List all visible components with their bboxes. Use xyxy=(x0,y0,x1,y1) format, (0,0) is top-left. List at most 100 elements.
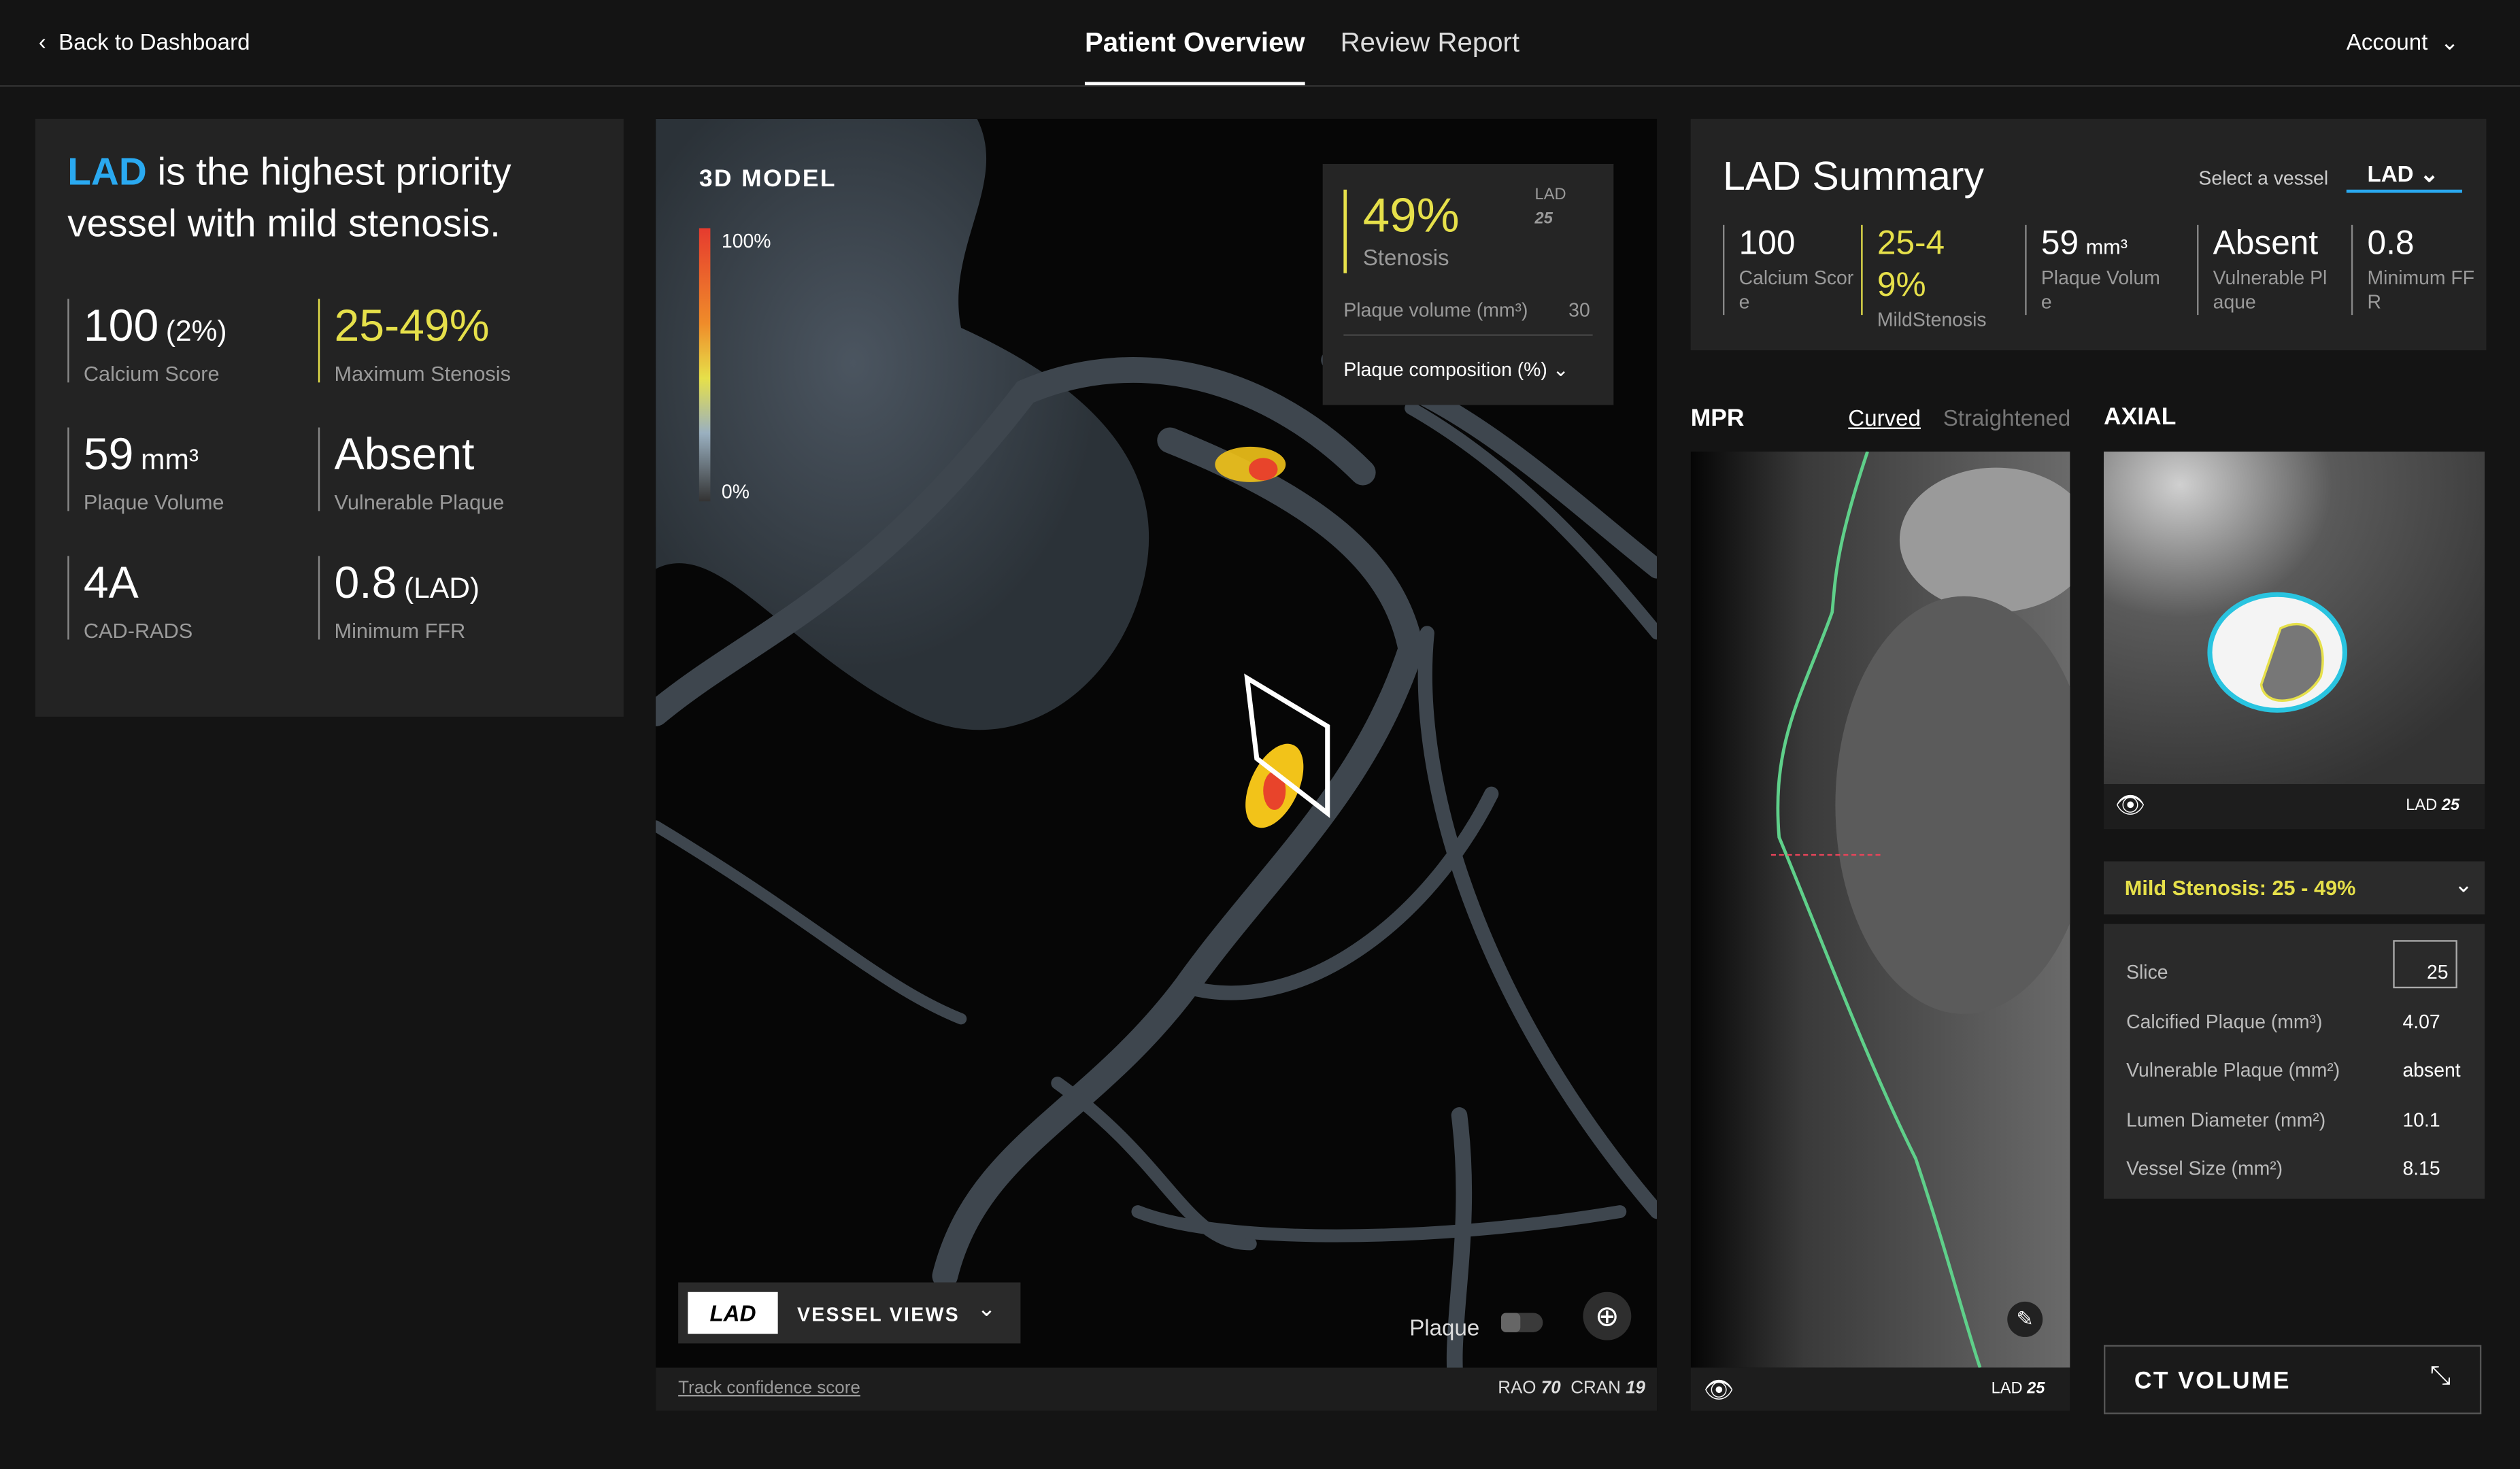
detail-label: Lumen Diameter (mm²) xyxy=(2126,1108,2326,1131)
back-link[interactable]: ‹ Back to Dashboard xyxy=(38,29,250,55)
divider xyxy=(1343,334,1593,336)
rao-value: 70 xyxy=(1541,1379,1561,1398)
mpr-tab[interactable]: Straightened xyxy=(1943,405,2071,431)
ct-volume-button[interactable]: CT VOLUME ⤡ xyxy=(2104,1345,2482,1415)
chevron: ⌄ xyxy=(977,1295,996,1321)
detail-label: Vulnerable Plaque (mm²) xyxy=(2126,1059,2340,1082)
top-nav xyxy=(0,0,2520,87)
summary-title: LAD Summary xyxy=(1723,154,1985,199)
stenosis-dropdown-text: Mild Stenosis: 25 - 49% xyxy=(2124,875,2356,900)
detail-value: 8.15 xyxy=(2402,1157,2440,1180)
metric-label: Plaque Volume xyxy=(83,490,224,515)
scale-bottom: 0% xyxy=(721,480,750,503)
cran-label: CRAN xyxy=(1570,1379,1621,1398)
recenter-button[interactable]: ⊕ xyxy=(1583,1291,1632,1340)
mpr-tab[interactable]: Curved xyxy=(1848,405,1921,431)
mpr-title: MPR xyxy=(1690,405,1745,433)
composition-dropdown[interactable]: Plaque composition (%) ⌄ xyxy=(1343,358,1569,382)
metric-label: Calcium Score xyxy=(1738,267,1854,314)
mpr-caption: LAD 25 xyxy=(1992,1381,2045,1398)
priority-vessel: LAD xyxy=(67,151,147,195)
mpr-image xyxy=(1690,451,2070,1411)
metric: 0.8 (LAD) Minimum FFR xyxy=(318,556,480,643)
eye-icon[interactable]: 👁 xyxy=(2115,792,2146,820)
metric-label: Minimum FFR xyxy=(2367,267,2475,314)
detail-value: 10.1 xyxy=(2402,1108,2440,1131)
edit-button[interactable]: ✎ xyxy=(2007,1301,2043,1337)
tab[interactable]: Patient Overview xyxy=(1084,27,1305,86)
rao-label: RAO xyxy=(1498,1379,1536,1398)
value: 0.8 xyxy=(334,557,397,608)
slice-input[interactable] xyxy=(2393,940,2457,989)
selected-vessel: LAD xyxy=(2367,161,2414,187)
tab[interactable]: Review Report xyxy=(1340,27,1520,58)
account-text: Account xyxy=(2346,29,2428,55)
axial-image xyxy=(2104,451,2485,830)
model-footer xyxy=(656,1367,1658,1411)
detail-label: Vessel Size (mm²) xyxy=(2126,1157,2283,1180)
mpr-structure xyxy=(1835,596,2070,1014)
detail-label: Slice xyxy=(2126,961,2168,984)
value: 4A xyxy=(83,557,139,608)
back-text: Back to Dashboard xyxy=(58,29,250,55)
axial-caption: LAD 25 xyxy=(2406,797,2459,815)
unit: mm³ xyxy=(141,443,199,476)
chevron: ⌄ xyxy=(2454,871,2473,897)
detail-row: Vessel Size (mm²) 8.15 xyxy=(2126,1157,2462,1179)
expand-icon: ⤡ xyxy=(2430,1362,2451,1390)
eye-icon[interactable]: 👁 xyxy=(1703,1377,1734,1405)
axial-vessel: LAD xyxy=(2406,796,2438,815)
plaque-highlight xyxy=(1263,771,1286,810)
plaque-volume-value: 30 xyxy=(1568,299,1590,322)
unit: (LAD) xyxy=(404,572,480,605)
detail-row: Lumen Diameter (mm²) 10.1 xyxy=(2126,1108,2462,1130)
vessel-views-control[interactable]: LAD VESSEL VIEWS ⌄ xyxy=(678,1282,1021,1344)
confidence-link[interactable]: Track confidence score xyxy=(678,1379,860,1398)
unit: mm³ xyxy=(2085,234,2128,259)
vessels xyxy=(656,350,1658,1411)
vessel-button[interactable]: LAD xyxy=(688,1291,778,1334)
value: 25-49% xyxy=(334,300,490,351)
detail-row: Calcified Plaque (mm³) 4.07 xyxy=(2126,1010,2462,1032)
metric-value: Absent xyxy=(334,428,504,490)
value: Absent xyxy=(2213,224,2319,263)
metric-value: 4A xyxy=(84,556,192,619)
axial-slice: 25 xyxy=(2441,796,2460,815)
stenosis-card: 49% Stenosis LAD 25 Plaque volume (mm³) … xyxy=(1322,164,1614,405)
metric-value: 25-49% xyxy=(334,299,510,361)
vessel-views-text: VESSEL VIEWS xyxy=(796,1303,960,1326)
metric-label: Plaque Volume xyxy=(2040,267,2160,314)
metric-label: Maximum Stenosis xyxy=(334,361,511,386)
stenosis-dropdown[interactable]: Mild Stenosis: 25 - 49% ⌄ xyxy=(2104,861,2485,915)
metric-label: CAD-RADS xyxy=(83,618,193,643)
scale-top: 100% xyxy=(721,229,771,252)
mpr-vessel: LAD xyxy=(1991,1380,2023,1398)
priority-panel: LAD is the highest priority vessel with … xyxy=(35,118,624,717)
account-menu[interactable]: Account ⌄ xyxy=(2346,29,2459,55)
summary-metric: 25-49% MildStenosis xyxy=(1861,224,1989,331)
details-panel: Slice 25 Calcified Plaque (mm³) 4.07 Vulnera… xyxy=(2104,924,2485,1199)
detail-value: 4.07 xyxy=(2402,1010,2440,1033)
model-title: 3D MODEL xyxy=(699,165,837,193)
metric-label: Minimum FFR xyxy=(334,618,466,643)
centerline xyxy=(1776,451,1982,1368)
mpr-structure xyxy=(1899,467,2070,613)
stenosis-block: 49% Stenosis xyxy=(1343,189,1460,273)
metric: 25-49% Maximum Stenosis xyxy=(318,299,511,386)
plaque-toggle[interactable] xyxy=(1500,1313,1543,1332)
view-angles: RAO 70 CRAN 19 xyxy=(1498,1379,1645,1398)
stenosis-value: 49% xyxy=(1362,189,1460,243)
plaque-volume-label: Plaque volume (mm³) xyxy=(1343,299,1528,322)
metric-value: 0.8 (LAD) xyxy=(334,556,480,619)
metric: Absent Vulnerable Plaque xyxy=(318,427,504,514)
stenosis-label: Stenosis xyxy=(1362,244,1449,270)
value: 100 xyxy=(1738,224,1796,263)
mpr-slice: 25 xyxy=(2027,1380,2045,1398)
vessel-select[interactable]: LAD ⌄ xyxy=(2346,154,2462,193)
metric: 100 (2%) Calcium Score xyxy=(67,299,227,386)
metric-value: 0.8 xyxy=(2368,225,2488,267)
cran-value: 19 xyxy=(1626,1379,1646,1398)
toggle-knob xyxy=(1500,1313,1521,1332)
plaque-toggle-label: Plaque xyxy=(1409,1314,1480,1340)
axial-title: AXIAL xyxy=(2104,403,2177,431)
